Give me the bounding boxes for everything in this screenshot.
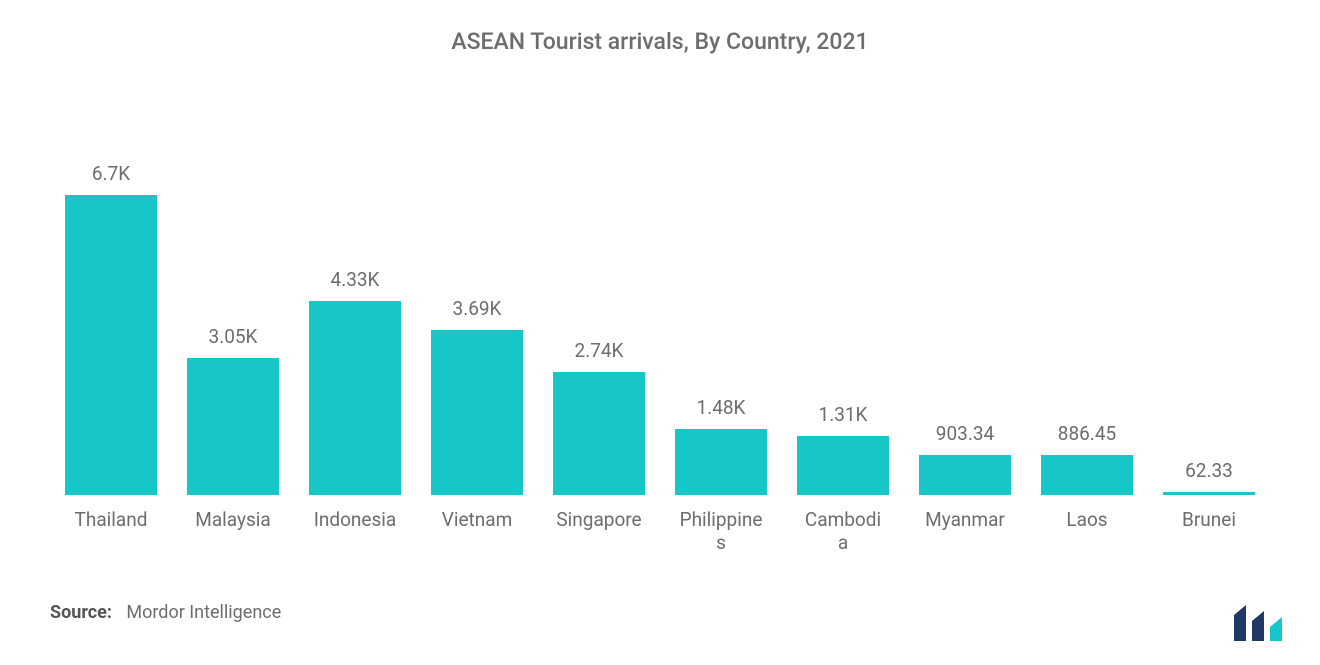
bar-plot-area: 6.7K 3.05K 4.33K 3.69K 2.74K 1.48K 1.31K 903.34… [40,135,1280,495]
bar [797,436,889,495]
bar-value-label: 4.33K [331,268,380,291]
x-tick-label: Brunei [1154,509,1264,555]
bar [553,372,645,495]
brand-logo [1232,603,1288,647]
chart-container: ASEAN Tourist arrivals, By Country, 2021… [0,0,1320,665]
bar-column: 3.05K [178,325,288,495]
bar-value-label: 886.45 [1058,422,1116,445]
x-axis: Thailand Malaysia Indonesia Vietnam Singapor… [40,495,1280,555]
x-tick-label: Singapore [544,509,654,555]
x-tick-label: Malaysia [178,509,288,555]
bar-column: 1.31K [788,403,898,495]
bar-column: 6.7K [56,162,166,495]
bar-value-label: 903.34 [936,422,994,445]
x-tick-label: Indonesia [300,509,410,555]
bar-value-label: 1.48K [697,396,746,419]
x-tick-label: Vietnam [422,509,532,555]
bar-column: 2.74K [544,339,654,495]
source-label: Source: [50,602,112,623]
source-footer: Source: Mordor Intelligence [50,602,281,623]
bar-value-label: 62.33 [1185,459,1233,482]
bar-value-label: 1.31K [819,403,868,426]
bar-value-label: 3.69K [453,297,502,320]
bar-column: 903.34 [910,422,1020,495]
source-value: Mordor Intelligence [126,602,281,623]
x-tick-label: Myanmar [910,509,1020,555]
bar-column: 886.45 [1032,422,1142,495]
bar [65,195,157,495]
x-tick-label: Cambodia [788,509,898,555]
bar-column: 4.33K [300,268,410,495]
bar [431,330,523,495]
bar [1163,492,1255,495]
bar [187,358,279,495]
bar-value-label: 3.05K [209,325,258,348]
bar [1041,455,1133,495]
bar [675,429,767,495]
x-tick-label: Laos [1032,509,1142,555]
bar-column: 1.48K [666,396,776,495]
x-tick-label: Philippines [666,509,776,555]
bar [919,455,1011,495]
bar [309,301,401,495]
chart-title: ASEAN Tourist arrivals, By Country, 2021 [40,28,1280,55]
bar-value-label: 2.74K [575,339,624,362]
bar-value-label: 6.7K [92,162,130,185]
bar-column: 62.33 [1154,459,1264,495]
x-tick-label: Thailand [56,509,166,555]
bar-column: 3.69K [422,297,532,495]
